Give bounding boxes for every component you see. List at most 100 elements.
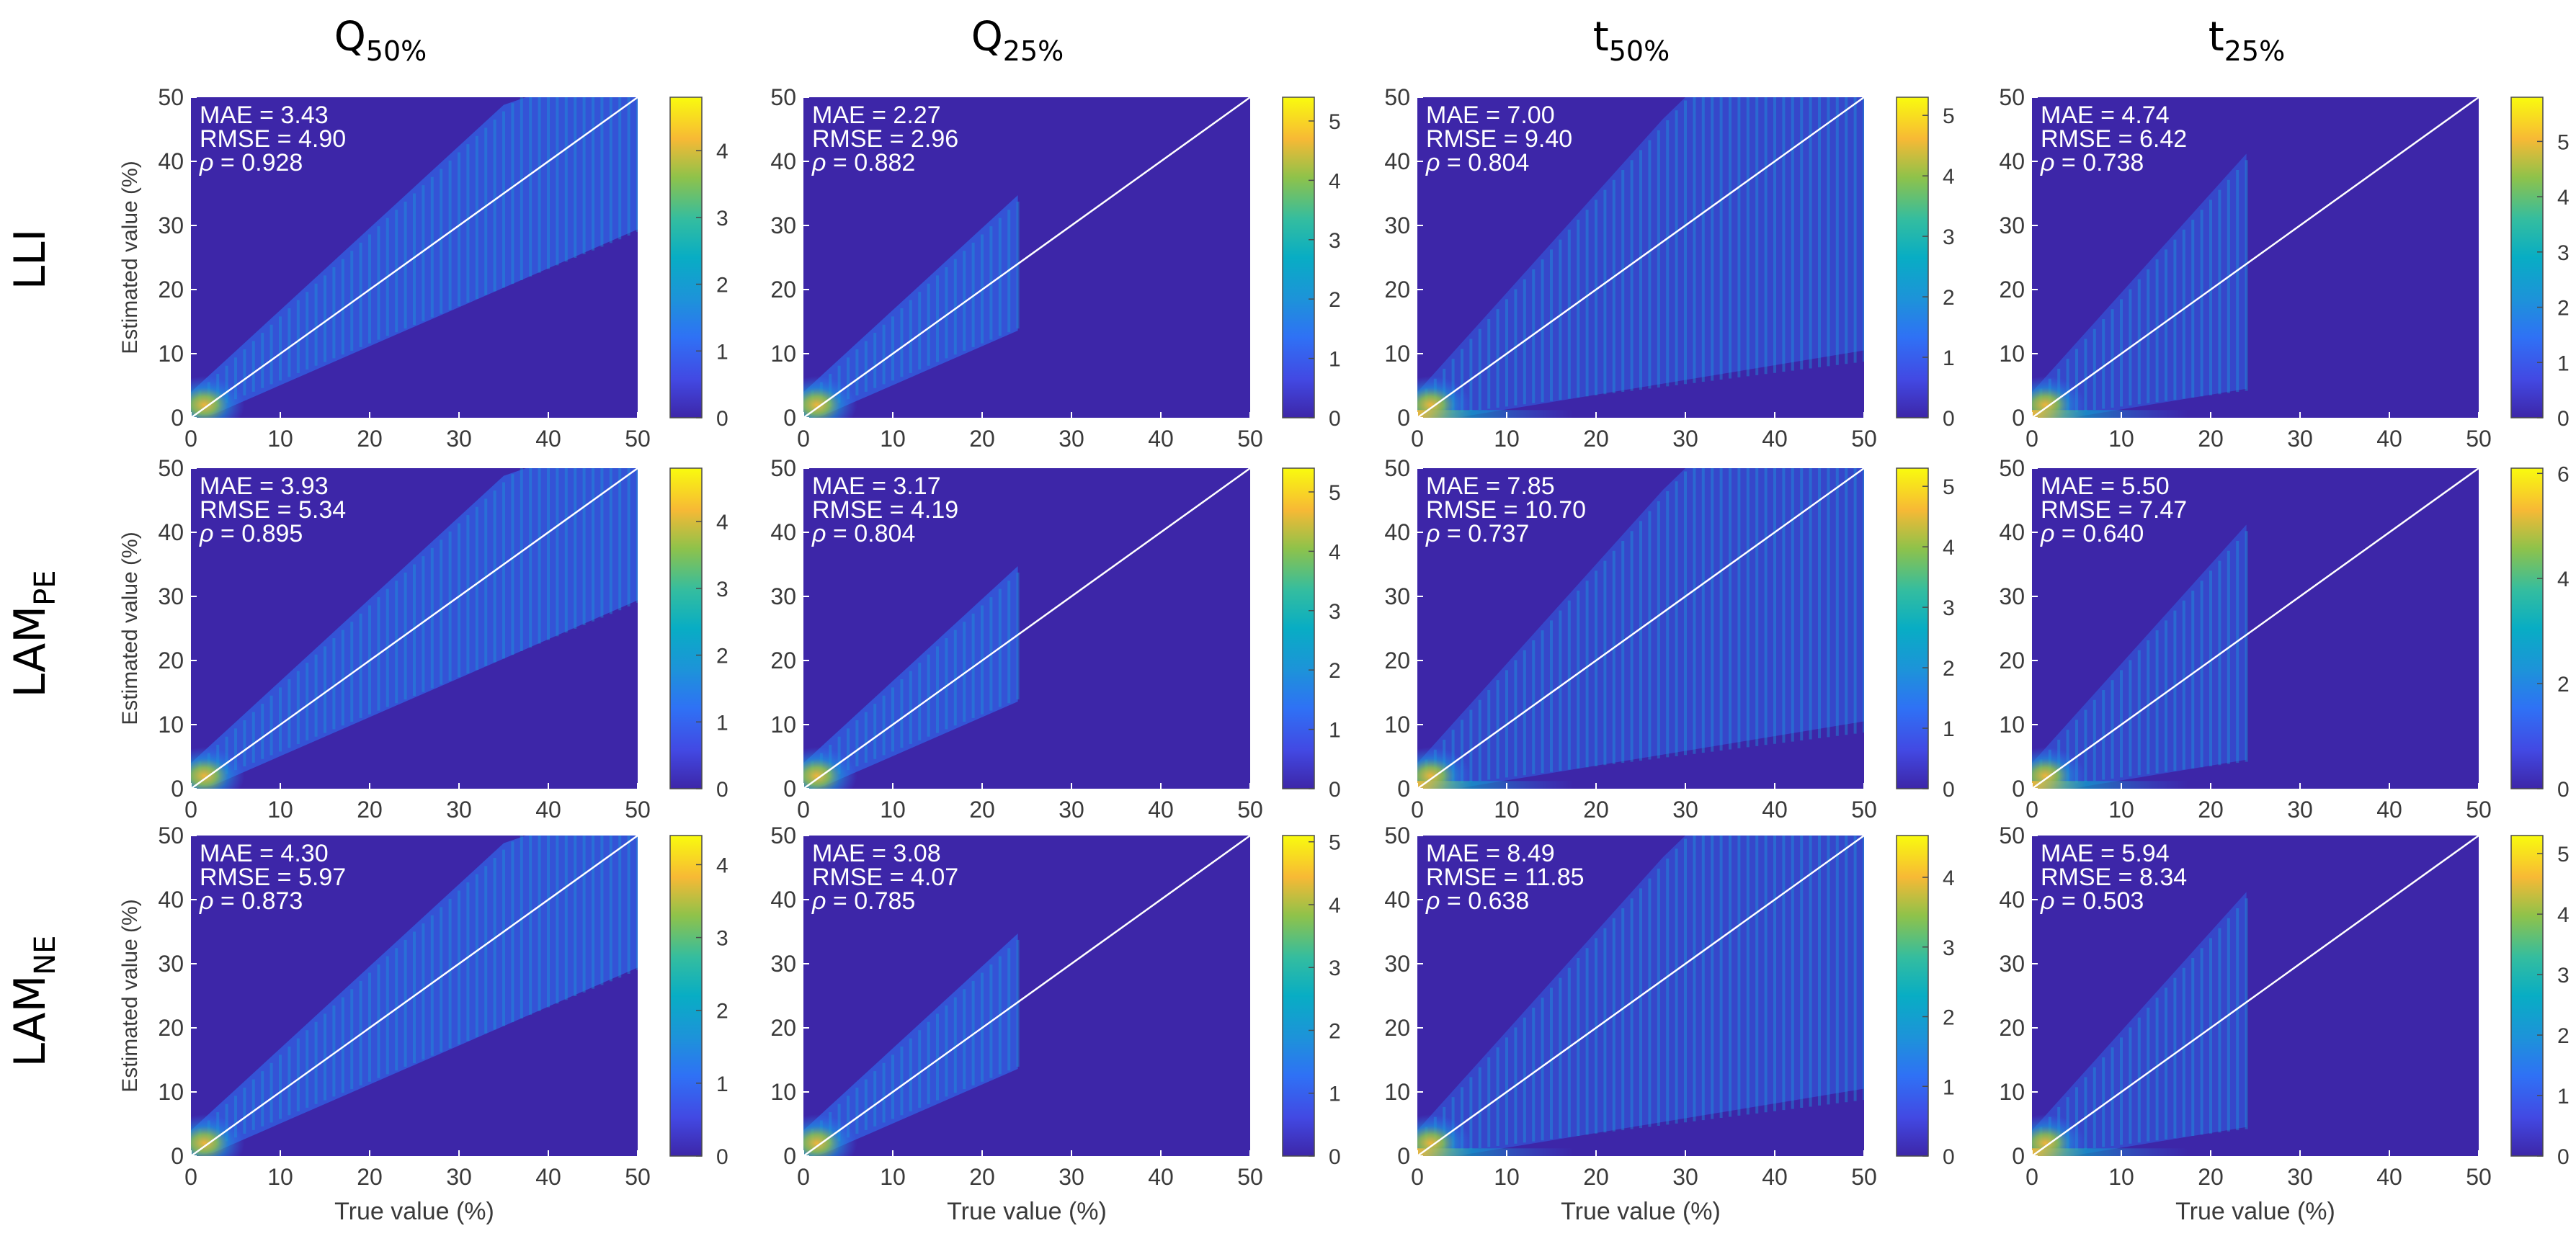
- panel-r3c3-xlabel: True value (%): [1561, 1198, 1721, 1225]
- panel-r3c2-axes: 0 10 20 30 40 50 0 10 20 30 40 50: [770, 823, 1262, 1190]
- panel-r1c2-ytick-label: 20: [770, 277, 796, 303]
- panel-r2c1-colorbar-label: 4: [716, 511, 728, 534]
- panel-r1c2-colorbar-label: 2: [1329, 288, 1341, 312]
- panel-r2c1-ytick-label: 20: [158, 648, 184, 673]
- row-title-3-sub: NE: [29, 936, 62, 975]
- panel-r1c1-ytick-label: 50: [158, 84, 184, 110]
- column-title-2: Q25%: [971, 14, 1064, 67]
- panel-r3c1-xtick-label: 10: [267, 1164, 293, 1190]
- panel-r1c4-colorbar-label: 5: [2557, 130, 2570, 154]
- panel-r1c2-ytick-label: 50: [770, 84, 796, 110]
- panel-r1c3-colorbar-label: 5: [1943, 104, 1955, 128]
- panel-r2c4-xtick-label: 30: [2287, 797, 2313, 823]
- panel-r3c4-xlabel: True value (%): [2175, 1198, 2335, 1225]
- row-title-2: LAMPE: [5, 570, 62, 697]
- panel-r2c2-colorbar-label: 4: [1329, 540, 1341, 564]
- panel-r1c2-colorbar-label: 5: [1329, 110, 1341, 134]
- panel-r2c1-xtick-label: 10: [267, 797, 293, 823]
- panel-r1c1-xtick-label: 20: [357, 426, 383, 452]
- panel-r1c2-colorbar-label: 0: [1329, 407, 1341, 431]
- panel-r1c2-ytick-label: 0: [783, 405, 796, 431]
- panel-r2c4-colorbar-label: 2: [2557, 673, 2570, 697]
- panel-r1c2-xtick-label: 50: [1237, 426, 1263, 452]
- panel-r1c3-colorbar-label: 2: [1943, 286, 1955, 310]
- panel-r1c1-xtick-label: 50: [625, 426, 651, 452]
- panel-r2c2-rmse: RMSE = 4.19: [812, 496, 958, 524]
- panel-r2c4-ytick-label: 10: [1999, 712, 2025, 738]
- panel-r2c3-colorbar-label: 3: [1943, 596, 1955, 620]
- panel-r2c4-identity-line: [2032, 468, 2479, 789]
- panel-r2c4-ytick-label: 50: [1999, 455, 2025, 481]
- panel-r3c4-rmse: RMSE = 8.34: [2041, 864, 2187, 891]
- panel-r1c4-xtick-label: 40: [2376, 426, 2402, 452]
- panel-r2c3-rho: ρ = 0.737: [1425, 520, 1529, 547]
- panel-r3c2-colorbar-label: 0: [1329, 1145, 1341, 1169]
- panel-r1c2-ytick-label: 40: [770, 148, 796, 174]
- panel-r1c3-xtick-label: 30: [1672, 426, 1698, 452]
- panel-r2c2-xtick-label: 10: [880, 797, 906, 823]
- panel-r1c1-axes: 0 10 20 30 40 50 0 10 20 30 40 50: [158, 84, 650, 452]
- panel-r3c1-colorbar-label: 2: [716, 1000, 728, 1024]
- panel-r2c3-xtick-label: 10: [1494, 797, 1520, 823]
- panel-r1c3-xtick-label: 10: [1494, 426, 1520, 452]
- panel-r1c3-colorbar-label: 4: [1943, 165, 1955, 189]
- panel-r1c1-ytick-label: 10: [158, 341, 184, 367]
- panel-r1c1-colorbar-label: 3: [716, 207, 728, 230]
- panel-r1c3-axes: 0 10 20 30 40 50 0 10 20 30 40 50: [1384, 84, 1876, 452]
- column-title-1-sub: 50%: [366, 35, 427, 67]
- panel-r3c4-xtick-label: 0: [2025, 1164, 2038, 1190]
- panel-r3c4-ytick-label: 10: [1999, 1079, 2025, 1105]
- panel-r3c2-xtick-label: 0: [797, 1164, 810, 1190]
- panel-r2c2-colorbar-label: 3: [1329, 600, 1341, 624]
- panel-r1c3-ytick-label: 30: [1384, 212, 1410, 238]
- panel-r1c1-colorbar-label: 2: [716, 274, 728, 297]
- panel-r2c2-xtick-label: 0: [797, 797, 810, 823]
- panel-r2c3-xtick-label: 50: [1851, 797, 1877, 823]
- panel-r2c3-ytick-label: 0: [1397, 776, 1410, 802]
- panel-r1c2-density-band: [803, 194, 1018, 418]
- panel-r3c3-colorbar: [1896, 835, 1929, 1157]
- panel-r1c1-ylabel: Estimated value (%): [118, 161, 142, 354]
- panel-r2c3-rho-value: = 0.737: [1440, 520, 1529, 547]
- panel-r1c3-xtick-label: 0: [1411, 426, 1424, 452]
- panel-r3c4-rho-value: = 0.503: [2054, 887, 2144, 915]
- panel-r3c3-floor-band: [1417, 1148, 1574, 1156]
- panel-r2c3-xtick-label: 0: [1411, 797, 1424, 823]
- panel-r1c1-ytick-label: 30: [158, 212, 184, 238]
- panel-r2c4-xtick-label: 50: [2466, 797, 2492, 823]
- panel-r2c4-colorbar-label: 0: [2557, 778, 2570, 802]
- row-title-2-sub: PE: [29, 570, 62, 605]
- panel-r3c1-axes: 0 10 20 30 40 50 0 10 20 30 40 50: [158, 823, 650, 1190]
- panel-r3c2-colorbar-label: 2: [1329, 1019, 1341, 1043]
- panel-r3c1-identity-line: [191, 836, 638, 1156]
- panel-r1c3-colorbar-label: 0: [1943, 407, 1955, 431]
- panel-r1c4-mae: MAE = 4.74: [2041, 102, 2170, 129]
- panel-r3c4-identity-line: [2032, 836, 2479, 1156]
- panel-r2c2-ytick-label: 50: [770, 455, 796, 481]
- panel-r1c1-colorbar: [669, 97, 703, 418]
- panel-r1c4-density-band: [2032, 153, 2247, 418]
- panel-r1c1-colorbar-label: 0: [716, 407, 728, 431]
- panel-r1c1-ytick-label: 0: [171, 405, 184, 431]
- panel-r1c3-xtick-label: 20: [1583, 426, 1609, 452]
- panel-r3c2-colorbar-label: 3: [1329, 957, 1341, 980]
- panel-r1c2-axes: 0 10 20 30 40 50 0 10 20 30 40 50: [770, 84, 1262, 452]
- panel-r3c2-ytick-label: 10: [770, 1079, 796, 1105]
- panel-r1c1-xtick-label: 30: [446, 426, 472, 452]
- panel-r3c4-xtick-label: 10: [2108, 1164, 2134, 1190]
- panel-r2c1-rho-symbol: ρ: [199, 520, 213, 547]
- panel-r2c2-ytick-label: 20: [770, 648, 796, 673]
- panel-r1c2-rho: ρ = 0.882: [811, 149, 915, 176]
- panel-r3c4-xtick-label: 20: [2198, 1164, 2224, 1190]
- panel-r2c3-colorbar-label: 5: [1943, 475, 1955, 499]
- panel-r3c1-colorbar-label: 1: [716, 1072, 728, 1096]
- panel-r1c3-rho: ρ = 0.804: [1425, 149, 1529, 176]
- panel-r3c4-axes: 0 10 20 30 40 50 0 10 20 30 40 50: [1999, 823, 2491, 1190]
